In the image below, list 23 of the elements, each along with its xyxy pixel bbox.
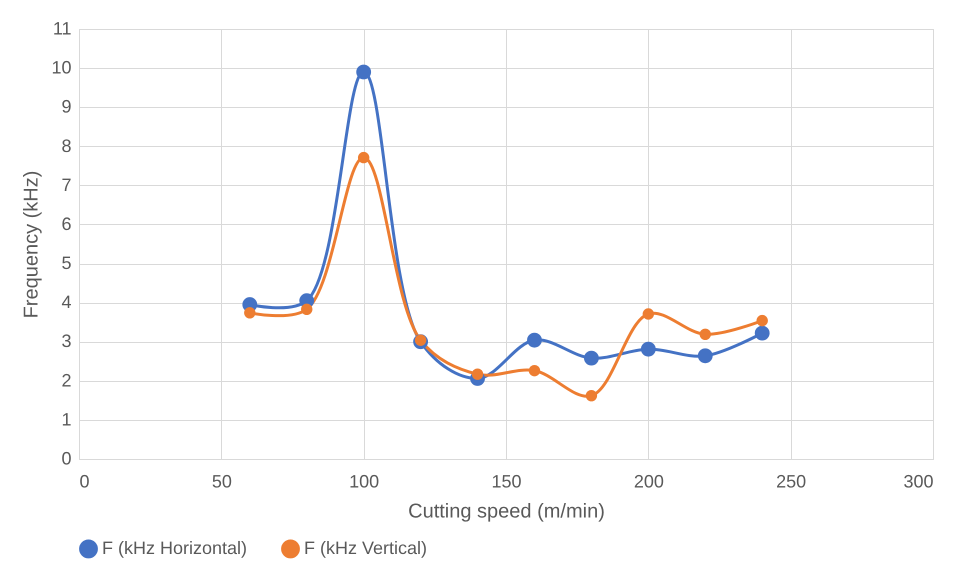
y-tick-label: 8 xyxy=(61,136,72,156)
x-tick-label: 200 xyxy=(634,472,664,492)
y-tick-label: 9 xyxy=(61,96,72,117)
y-tick-label: 2 xyxy=(61,370,72,390)
x-tick-label: 250 xyxy=(776,472,806,492)
y-tick-label: 7 xyxy=(61,174,72,195)
x-tick-label: 100 xyxy=(349,472,380,492)
legend-label: F (kHz Horizontal) xyxy=(102,538,248,558)
y-axis-title: Frequency (kHz) xyxy=(20,170,42,318)
x-tick-label: 300 xyxy=(903,472,934,492)
y-tick-label: 0 xyxy=(61,448,72,468)
x-tick-label: 150 xyxy=(491,472,522,492)
x-tick-label: 50 xyxy=(212,472,232,492)
x-tick-label: 0 xyxy=(80,472,90,492)
y-tick-label: 4 xyxy=(61,292,72,312)
y-tick-label: 3 xyxy=(61,331,72,352)
y-tick-label: 11 xyxy=(52,18,72,38)
y-tick-label: 1 xyxy=(61,409,72,430)
y-tick-label: 5 xyxy=(61,253,72,274)
legend-label: F (kHz Vertical) xyxy=(304,538,428,558)
y-tick-label: 10 xyxy=(51,58,72,78)
x-axis-title: Cutting speed (m/min) xyxy=(408,500,605,522)
y-tick-label: 6 xyxy=(61,214,72,234)
